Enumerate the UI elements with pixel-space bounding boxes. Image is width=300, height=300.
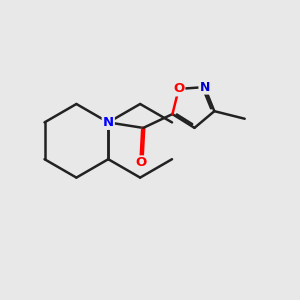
- Text: O: O: [173, 82, 184, 95]
- Text: O: O: [136, 156, 147, 170]
- Text: N: N: [200, 81, 210, 94]
- Text: N: N: [103, 116, 114, 129]
